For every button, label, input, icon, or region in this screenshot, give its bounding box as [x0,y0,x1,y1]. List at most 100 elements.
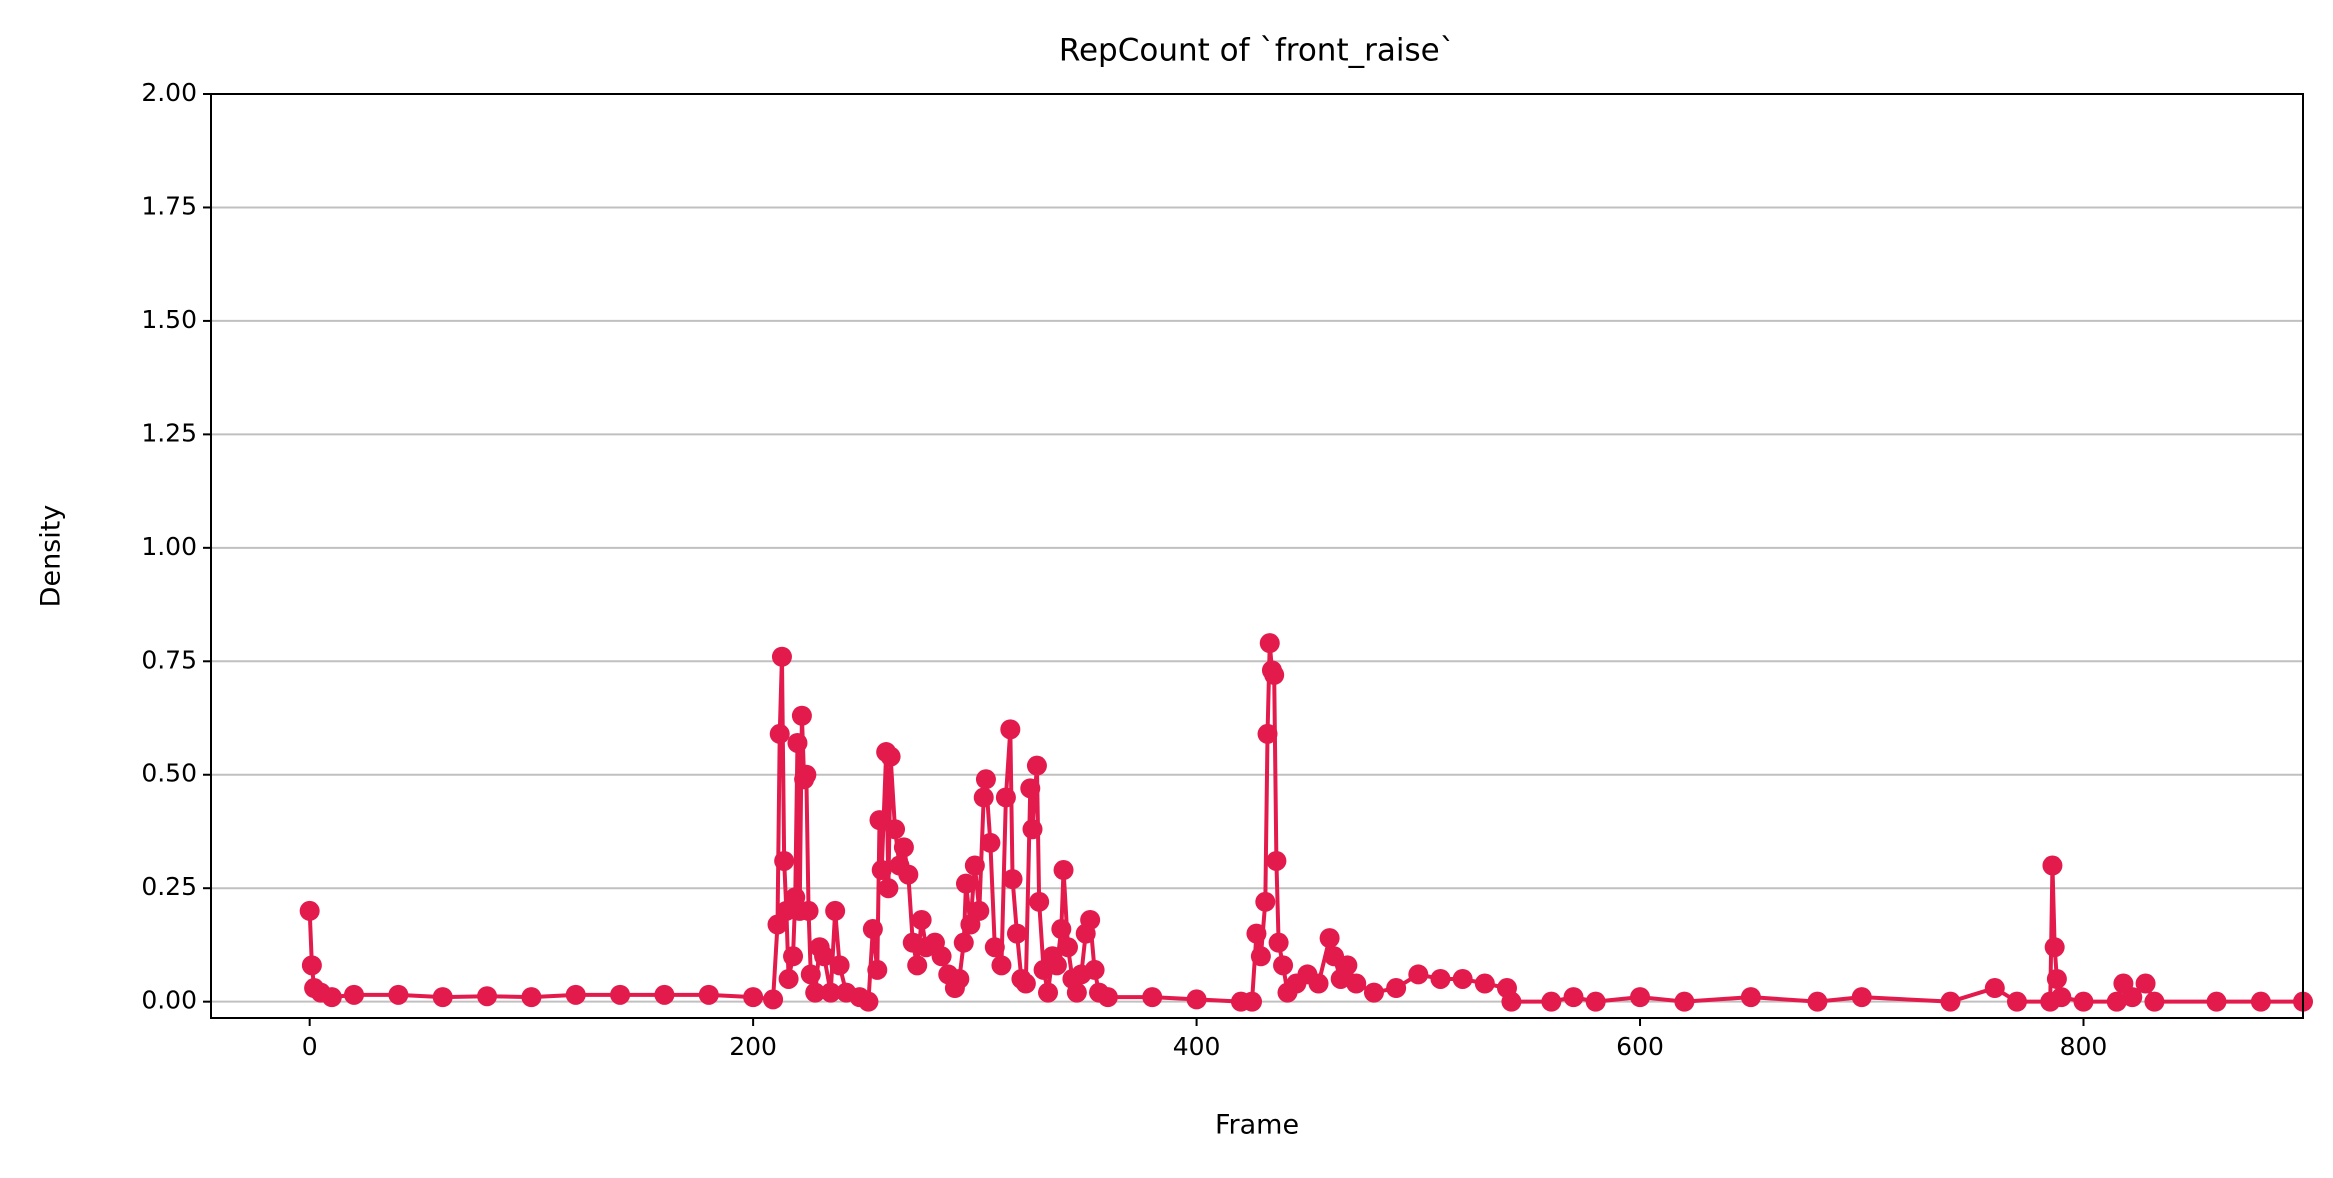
data-point [1851,987,1872,1008]
data-point [1541,991,1562,1012]
data-point [907,955,928,976]
data-point [1015,973,1036,994]
data-point [955,873,976,894]
data-point [477,986,498,1007]
data-point [2135,973,2156,994]
data-point [1273,955,1294,976]
data-point [1984,978,2005,999]
data-point [1002,869,1023,890]
data-point [1337,955,1358,976]
data-point [432,987,453,1008]
data-point [949,968,970,989]
data-point [980,832,1001,853]
data-point [858,991,879,1012]
x-tick-label: 600 [1616,1032,1664,1061]
data-point [1242,991,1263,1012]
data-point [867,959,888,980]
data-point [1563,987,1584,1008]
data-point [763,989,784,1010]
data-point [2144,991,2165,1012]
data-point [787,732,808,753]
data-point [1080,909,1101,930]
data-point [1386,978,1407,999]
data-point [610,984,631,1005]
x-tick-label: 200 [729,1032,777,1061]
data-point [1084,959,1105,980]
data-point [1051,919,1072,940]
data-point [1452,968,1473,989]
data-point [2073,991,2094,1012]
data-point [1363,982,1384,1003]
chart-title: RepCount of `front_raise` [1059,33,1455,69]
x-axis-label: Frame [1215,1110,1299,1141]
data-point [878,878,899,899]
data-point [869,810,890,831]
data-point [783,946,804,967]
data-point [1255,891,1276,912]
y-tick-label: 1.50 [141,305,197,334]
data-point [2122,987,2143,1008]
data-point [1408,964,1429,985]
data-point [829,955,850,976]
data-point [798,900,819,921]
data-point [2044,937,2065,958]
data-point [344,984,365,1005]
data-point [964,855,985,876]
data-point [299,900,320,921]
data-point [1259,633,1280,654]
y-tick-label: 1.25 [141,418,197,447]
data-point [2250,991,2271,1012]
data-point [1022,819,1043,840]
y-axis-label: Density [36,505,67,608]
data-point [1142,987,1163,1008]
data-point [1264,664,1285,685]
data-point [1807,991,1828,1012]
data-point [791,705,812,726]
data-point [1319,928,1340,949]
data-point [1585,991,1606,1012]
data-point [1046,955,1067,976]
data-point [1097,987,1118,1008]
y-tick-label: 0.50 [141,759,197,788]
data-point [898,864,919,885]
data-point [1026,755,1047,776]
data-point [871,860,892,881]
data-point [1029,891,1050,912]
data-point [1474,973,1495,994]
y-tick-label: 0.00 [141,986,197,1015]
data-point [796,764,817,785]
data-point [1057,937,1078,958]
data-point [698,984,719,1005]
x-tick-label: 800 [2060,1032,2108,1061]
data-point [1501,991,1522,1012]
data-point [991,955,1012,976]
data-point [1740,987,1761,1008]
data-point [743,987,764,1008]
data-line [307,641,2303,1004]
data-point [2006,991,2027,1012]
data-point [778,968,799,989]
data-point [820,982,841,1003]
data-point [862,919,883,940]
data-point [769,723,790,744]
data-point [2051,987,2072,1008]
data-point [2206,991,2227,1012]
data-point [2106,991,2127,1012]
plot-frame [210,93,2304,1019]
data-point [1066,982,1087,1003]
data-point [1266,850,1287,871]
data-point [1246,923,1267,944]
data-point [1308,973,1329,994]
data-point [1940,991,1961,1012]
data-point [1053,860,1074,881]
data-point [301,955,322,976]
y-tick-label: 1.75 [141,191,197,220]
data-point [911,909,932,930]
data-point [880,746,901,767]
data-point [2042,855,2063,876]
data-point [814,946,835,967]
data-point [825,900,846,921]
data-point [931,946,952,967]
data-point [1020,778,1041,799]
